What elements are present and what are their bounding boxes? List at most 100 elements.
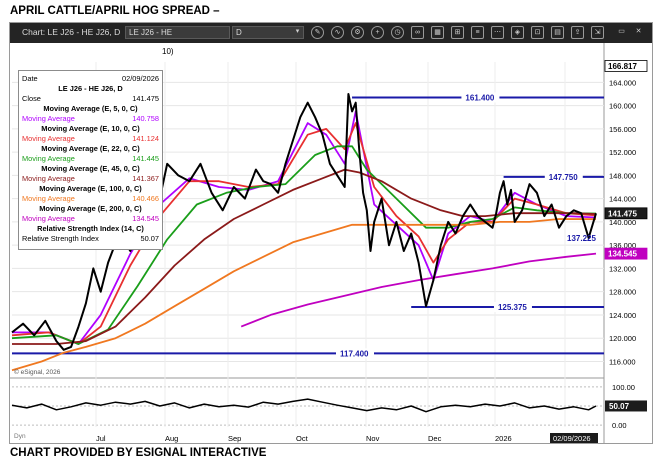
x-tick-label: Dec <box>428 434 442 443</box>
export-icon[interactable]: ⇲ <box>591 26 604 39</box>
y-tick-label: 144.000 <box>609 195 636 204</box>
rsi-tick-label: 100.00 <box>612 383 635 392</box>
y-tick-label: 120.000 <box>609 334 636 343</box>
interval-select[interactable]: D <box>232 26 304 39</box>
layout-icon[interactable]: ▤ <box>551 26 564 39</box>
rsi-header: Relative Strength Index (14, C) <box>37 224 144 233</box>
indicator-value: 134.545 <box>132 214 159 223</box>
indicator-header: Moving Average (E, 22, 0, C) <box>41 144 140 153</box>
price-tag-bg <box>604 60 648 72</box>
x-tick-label: 2026 <box>495 434 512 443</box>
indicator-row: Moving Average 141.367 <box>22 174 159 184</box>
y-tick-label: 164.000 <box>609 78 636 87</box>
price-tag-bg <box>604 207 648 220</box>
y-tick-label: 136.000 <box>609 241 636 250</box>
indicator-header: Moving Average (E, 100, 0, C) <box>39 184 142 193</box>
link-icon[interactable]: ∞ <box>411 26 424 39</box>
watermark: © eSignal, 2026 <box>14 368 61 376</box>
level-label: 125.375 <box>498 303 527 312</box>
level-label-bg <box>544 171 583 182</box>
rsi-value: 50.07 <box>140 234 160 243</box>
symbol-input[interactable]: LE J26 - HE <box>125 26 230 39</box>
close-label: Close <box>22 94 41 103</box>
level-label-bg <box>461 92 500 103</box>
y-tick-label: 116.000 <box>609 357 636 366</box>
date-value: 02/09/2026 <box>122 74 159 83</box>
rsi-tick-label: 0.00 <box>612 421 627 430</box>
chart-title: Chart: LE J26 - HE J26, D <box>22 27 121 37</box>
y-tick-label: 160.000 <box>609 102 636 111</box>
indicator-row: Moving Average 141.445 <box>22 154 159 164</box>
lock-icon[interactable]: ⊡ <box>531 26 544 39</box>
x-tick-label: Sep <box>228 434 241 443</box>
ma-line-4 <box>12 168 597 345</box>
chart-window: Chart: LE J26 - HE J26, D LE J26 - HE D … <box>9 22 653 444</box>
add-icon[interactable]: + <box>371 26 384 39</box>
rsi-line <box>11 398 597 413</box>
indicator-row: Moving Average 140.466 <box>22 194 159 204</box>
draw-tool-icon[interactable]: ✎ <box>311 26 324 39</box>
symbol-header: LE J26 - HE J26, D <box>58 84 123 93</box>
indicator-label: Moving Average <box>22 134 75 143</box>
level-label-bg <box>336 348 374 359</box>
close-icon[interactable]: ✕ <box>635 28 642 35</box>
price-tag: 134.545 <box>608 250 637 259</box>
indicator-value: 140.758 <box>132 114 159 123</box>
indicator-label: Moving Average <box>22 114 75 123</box>
y-tick-label: 156.000 <box>609 125 636 134</box>
level-label: 161.400 <box>465 93 494 102</box>
indicator-label: Moving Average <box>22 194 75 203</box>
split-icon[interactable]: ⊞ <box>451 26 464 39</box>
settings-icon[interactable]: ⚙ <box>351 26 364 39</box>
indicator-header: Moving Average (E, 45, 0, C) <box>41 164 140 173</box>
close-row: Close 141.475 <box>22 94 159 104</box>
data-window: Date 02/09/2026 LE J26 - HE J26, D Close… <box>18 70 163 250</box>
tag-icon[interactable]: ◈ <box>511 26 524 39</box>
x-tick-label: Jul <box>96 434 106 443</box>
grid-icon[interactable]: ▦ <box>431 26 444 39</box>
date-marker-bg <box>550 433 598 443</box>
price-line <box>11 93 597 351</box>
indicator-row: Moving Average 134.545 <box>22 214 159 224</box>
dyn-label: Dyn <box>14 433 26 440</box>
indicator-row: Moving Average 141.124 <box>22 134 159 144</box>
rsi-label: Relative Strength Index <box>22 234 99 243</box>
date-marker: 02/09/2026 <box>553 434 591 443</box>
close-value: 141.475 <box>132 94 159 103</box>
chevron-down-icon[interactable]: ▾ <box>295 28 300 35</box>
x-tick-label: Aug <box>165 434 178 443</box>
maximize-icon[interactable]: ▭ <box>618 28 625 35</box>
level-label: 147.750 <box>549 173 578 182</box>
indicator-label: Moving Average <box>22 154 75 163</box>
footer-caption: CHART PROVIDED BY ESIGNAL INTERACTIVE <box>10 447 267 459</box>
date-label: Date <box>22 74 38 83</box>
rsi-row: Relative Strength Index 50.07 <box>22 234 159 244</box>
headline: APRIL CATTLE/APRIL HOG SPREAD – <box>10 5 220 17</box>
y-tick-label: 140.000 <box>609 218 636 227</box>
y-tick-label: 128.000 <box>609 288 636 297</box>
price-tag: 141.475 <box>608 209 637 218</box>
rsi-tag-bg <box>605 400 647 412</box>
price-tag: 166.817 <box>608 62 637 71</box>
annotation-label: 137.225 <box>567 234 596 243</box>
indicator-value: 141.445 <box>132 154 159 163</box>
share-icon[interactable]: ⇪ <box>571 26 584 39</box>
y-tick-label: 152.000 <box>609 148 636 157</box>
level-label: 117.400 <box>340 349 369 358</box>
indicator-header: Moving Average (E, 10, 0, C) <box>41 124 140 133</box>
date-row: Date 02/09/2026 <box>22 74 159 84</box>
dots-icon[interactable]: ⋯ <box>491 26 504 39</box>
partial-legend-text: 10) <box>162 47 174 56</box>
time-icon[interactable]: ◷ <box>391 26 404 39</box>
indicator-header: Moving Average (E, 5, 0, C) <box>43 104 138 113</box>
wave-icon[interactable]: ∿ <box>331 26 344 39</box>
rsi-tag: 50.07 <box>609 402 630 411</box>
y-tick-label: 132.000 <box>609 264 636 273</box>
y-tick-label: 124.000 <box>609 311 636 320</box>
indicator-row: Moving Average 140.758 <box>22 114 159 124</box>
indicator-value: 140.466 <box>132 194 159 203</box>
list-icon[interactable]: ≡ <box>471 26 484 39</box>
indicator-value: 141.367 <box>132 174 159 183</box>
y-tick-label: 148.000 <box>609 171 636 180</box>
level-label-bg <box>493 301 532 312</box>
